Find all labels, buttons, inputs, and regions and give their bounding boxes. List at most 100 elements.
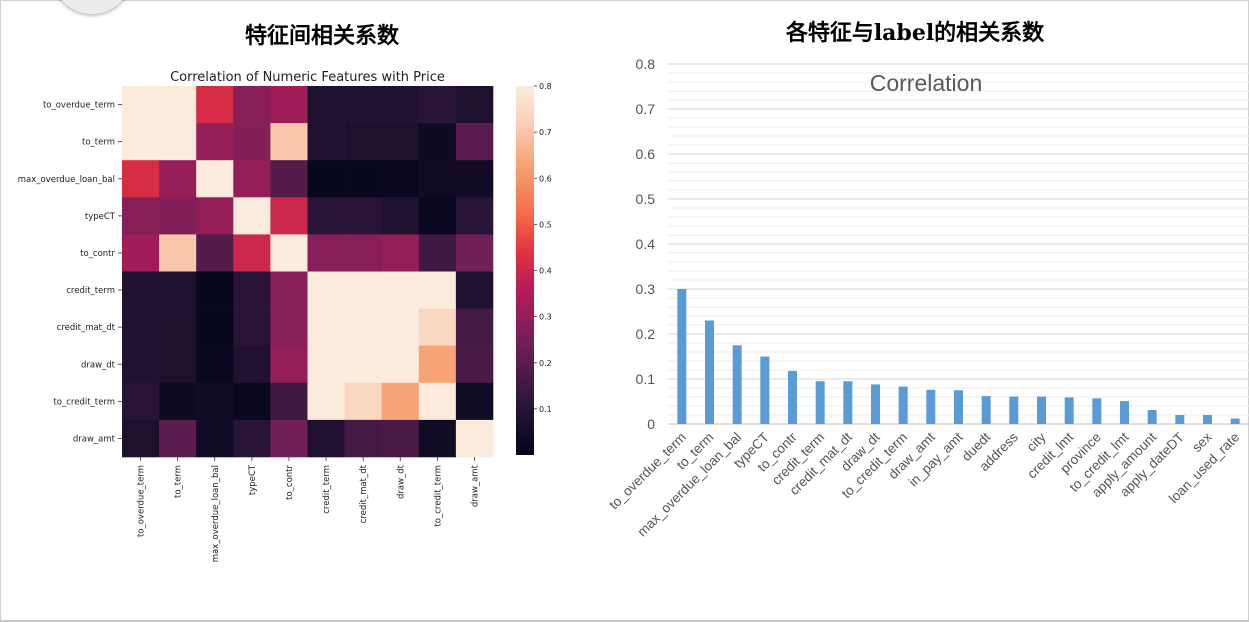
bar-ytick-label: 0.8 [636,56,656,72]
heatmap-cell [196,160,234,198]
heatmap-cell [307,308,345,346]
heatmap-cell [344,345,382,384]
heatmap-row-label: to_contr [80,249,115,259]
colorbar-tick-label: 0.1 [539,405,552,414]
heatmap-cell [418,160,457,198]
heatmap-cell [196,419,234,458]
heatmap-cell [381,271,420,309]
heatmap-cell [159,86,197,124]
heatmap-cell [381,308,420,346]
heatmap-cell [344,382,382,421]
heatmap-cell [233,160,271,198]
colorbar-tick-label: 0.5 [539,220,552,229]
colorbar [516,86,534,455]
heatmap-cell [159,234,197,272]
bar [815,381,825,424]
bar-ytick-label: 0.4 [636,236,656,252]
heatmap-cell [270,234,308,272]
heatmap-cell [270,345,308,384]
bar-ytick-label: 0.5 [636,191,656,207]
bar [677,289,687,424]
heatmap-cell [307,271,345,309]
bar [926,389,936,424]
heatmap-cell [122,197,160,235]
heatmap-cell [344,197,382,235]
heatmap-col-label: to_term [174,465,184,498]
heatmap-cell [381,419,420,458]
bar-ytick-label: 0 [647,416,655,432]
heatmap-cell [344,234,382,272]
heatmap-cell [122,271,160,309]
heatmap-cell [233,86,271,124]
heatmap-cell [307,345,345,384]
heatmap-cell [122,382,160,421]
heatmap-cell [418,86,457,124]
bar-ytick-label: 0.6 [636,146,656,162]
bar [1037,396,1046,424]
heatmap-cell [307,123,345,161]
heatmap-cell [381,197,420,235]
bar [788,370,797,424]
colorbar-tick-label: 0.7 [539,128,552,137]
heatmap-col-label: to_contr [285,464,295,499]
heatmap-cell [233,234,271,272]
heatmap-cell [344,419,382,458]
heatmap-cell [307,197,345,235]
heatmap-cell [270,271,308,309]
heatmap-cell [196,271,234,309]
heatmap-cell [418,345,457,384]
heatmap-cell [344,123,382,161]
heatmap-cell [270,419,308,458]
heatmap-col-label: credit_mat_dt [359,464,369,523]
heatmap-cell [307,234,345,272]
heatmap-cell [122,86,160,124]
heatmap-cell [381,382,420,421]
heatmap-cell [418,197,457,235]
heatmap-cell [122,308,160,346]
heatmap-chart: Correlation of Numeric Features with Pri… [18,70,552,562]
heatmap-cell [455,234,494,272]
bar [1175,415,1185,424]
heatmap-cell [344,160,382,198]
heatmap-cell [233,271,271,309]
heatmap-cell [270,308,308,346]
heatmap-cell [455,271,494,309]
heatmap-cell [122,234,160,272]
heatmap-cell [196,345,234,384]
bar [1009,396,1019,424]
heatmap-cell [159,160,197,198]
heatmap-cell [159,271,197,309]
heatmap-cell [418,419,457,458]
heatmap-cell [196,197,234,235]
heatmap-cell [307,382,345,421]
heatmap-cell [196,234,234,272]
heatmap-row-label: to_term [82,138,115,148]
heatmap-cell [418,234,457,272]
heatmap-cell [455,160,494,198]
colorbar-tick-label: 0.8 [539,82,552,91]
heatmap-cell [122,345,160,384]
heatmap-cell [307,419,345,458]
bar [871,384,880,424]
colorbar-tick-label: 0.3 [539,313,552,322]
heatmap-cell [196,86,234,124]
heatmap-row-label: draw_dt [81,360,116,370]
heatmap-cell [418,123,457,161]
heatmap-cell [307,86,345,124]
heatmap-col-label: draw_dt [396,464,406,499]
heatmap-row-label: draw_amt [73,434,116,444]
heatmap-cell [455,86,494,124]
bar [732,345,742,424]
heatmap-cell [381,123,420,161]
bar [981,396,991,424]
left-panel-title: 特征间相关系数 [244,23,400,49]
right-panel-title: 各特征与label的相关系数 [785,20,1045,46]
heatmap-cell [455,308,494,346]
heatmap-col-label: to_overdue_term [137,465,147,537]
bar [1230,418,1240,424]
heatmap-cell [270,123,308,161]
heatmap-cell [418,308,457,346]
heatmap-cell [196,123,234,161]
heatmap-col-label: typeCT [248,464,258,495]
